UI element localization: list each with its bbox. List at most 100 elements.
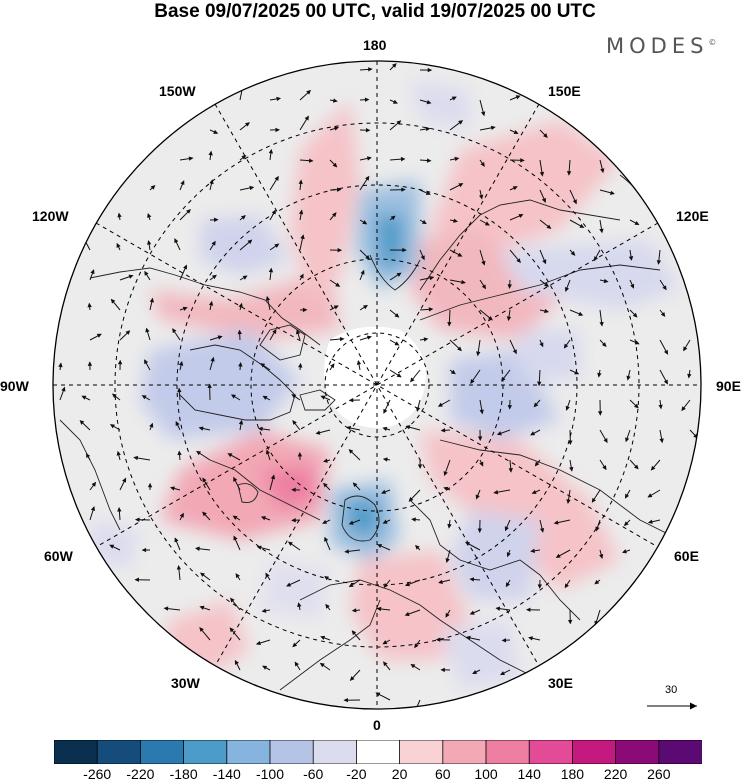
lon-label-90w: 90W: [0, 378, 29, 394]
wind-vector-head: [150, 185, 156, 190]
anomaly-negative-strong: [345, 500, 380, 535]
wind-vector-head: [472, 669, 478, 675]
wind-vector-head: [381, 489, 387, 494]
colorbar-swatch: [140, 740, 185, 764]
wind-vector-head: [457, 346, 462, 352]
wind-vector-head: [368, 67, 373, 72]
wind-vector-head: [658, 404, 663, 410]
wind-vector-head: [109, 424, 115, 429]
colorbar-tick-label: 100: [474, 766, 498, 782]
wind-vector-head: [410, 664, 416, 669]
lon-label-150w: 150W: [159, 83, 196, 99]
wind-vector-head: [295, 329, 301, 335]
wind-vector-head: [537, 381, 542, 387]
wind-vector-head: [308, 158, 314, 163]
wind-vector-head: [493, 490, 499, 495]
wind-vector-head: [603, 438, 608, 444]
wind-vector-head: [133, 455, 139, 461]
wind-vector-head: [174, 238, 179, 244]
wind-vector-head: [261, 608, 267, 613]
wind-vector-head: [117, 212, 122, 218]
wind-vector-head: [423, 337, 429, 342]
wind-vector-head: [563, 343, 569, 349]
colorbar-swatch: [312, 740, 358, 764]
wind-vector-head: [333, 305, 339, 310]
wind-vector-head: [265, 572, 270, 578]
wind-vector-head: [383, 408, 388, 414]
wind-vector-head: [291, 487, 296, 493]
wind-vector-head: [207, 383, 212, 389]
wind-vector-head: [344, 549, 349, 554]
wind-vector-head: [414, 544, 420, 550]
wind-vector-head: [425, 126, 431, 132]
anomaly-positive: [150, 270, 340, 340]
wind-vector-head: [599, 228, 604, 234]
wind-vector-head: [306, 89, 312, 95]
wind-vector-head: [440, 667, 445, 673]
wind-vector-head: [336, 187, 342, 192]
wind-vector-head: [334, 126, 340, 131]
wind-vector-head: [568, 440, 573, 446]
wind-vector-head: [544, 308, 550, 314]
wind-vector-head: [242, 275, 248, 280]
wind-vector-head: [298, 179, 303, 185]
wind-vector-head: [208, 150, 213, 156]
wind-vector-head: [348, 582, 354, 588]
wind-vector-head: [602, 465, 607, 471]
modes-logo: MODES©: [606, 34, 716, 58]
colorbar-swatch: [54, 740, 98, 764]
wind-vector-head: [597, 372, 602, 378]
wind-vector-head: [603, 278, 609, 284]
wind-vector-head: [429, 275, 435, 281]
colorbar-tick-label: 20: [391, 766, 408, 782]
colorbar-swatch: [399, 740, 444, 764]
wind-vector-head: [332, 162, 338, 168]
lon-label-60w: 60W: [44, 548, 73, 564]
wind-vector-head: [208, 300, 214, 306]
wind-vector-head: [465, 635, 471, 640]
wind-vector-head: [593, 256, 599, 262]
wind-vector-head: [530, 431, 536, 436]
colorbar-ticks: -260 -220 -180 -140 -100 -60 -20 20 60 100 140 180 2…: [0, 766, 750, 783]
wind-vector-head: [238, 419, 244, 425]
wind-vector-head: [660, 312, 666, 317]
wind-vector-head: [599, 554, 604, 560]
wind-vector-head: [322, 482, 328, 488]
wind-vector-head: [391, 63, 397, 68]
wind-vector-head: [86, 453, 91, 459]
wind-vector-head: [634, 220, 640, 226]
wind-vector-head: [255, 640, 261, 645]
wind-vector-head: [211, 274, 217, 280]
wind-vector-head: [298, 362, 303, 368]
wind-vector-head: [91, 481, 97, 487]
wind-vector-head: [348, 520, 354, 525]
wind-vector-head: [339, 336, 345, 342]
wind-vector-head: [376, 606, 382, 612]
wind-vector-head: [663, 349, 669, 355]
wind-vector-head: [291, 394, 297, 399]
wind-vector-head: [348, 397, 354, 403]
anomaly-negative: [520, 330, 580, 380]
wind-vector-head: [335, 282, 341, 287]
wind-vector-head: [322, 519, 328, 524]
wind-vector-head: [117, 506, 122, 512]
wind-vector-head: [623, 521, 629, 527]
wind-vector-head: [404, 611, 410, 617]
wind-vector-head: [421, 219, 427, 225]
wind-vector-head: [238, 302, 243, 308]
colorbar-tick-label: -260: [83, 766, 112, 782]
wind-vector-head: [402, 247, 407, 253]
wind-vector-head: [496, 431, 502, 436]
colorbar-tick-label: -220: [126, 766, 155, 782]
wind-vector-head: [274, 243, 280, 248]
wind-vector-head: [539, 342, 544, 348]
wind-vector-head: [438, 579, 443, 584]
wind-vector-head: [394, 313, 400, 318]
lon-label-60e: 60E: [674, 548, 699, 564]
wind-vector-head: [469, 610, 475, 615]
wind-vector-head: [541, 197, 546, 203]
anomaly-negative: [260, 560, 330, 620]
wind-vector-head: [426, 99, 432, 105]
wind-vector-head: [508, 468, 513, 473]
wind-vector-head: [116, 242, 121, 248]
